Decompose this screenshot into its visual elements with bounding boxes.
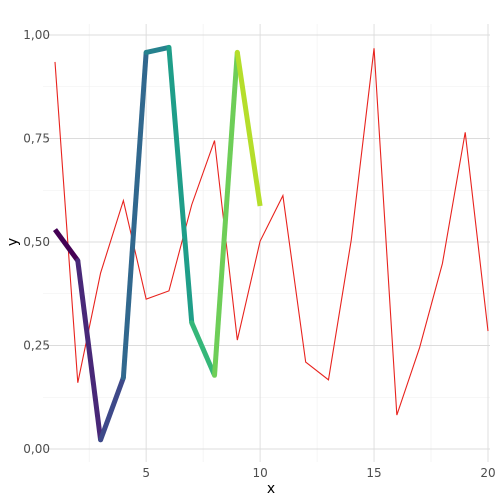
series-lines bbox=[52, 44, 489, 443]
x-tick-label: 5 bbox=[142, 466, 150, 480]
x-axis-label: x bbox=[267, 481, 275, 497]
series-line-thick-segment bbox=[98, 376, 126, 441]
x-tick-label: 10 bbox=[252, 466, 267, 480]
series-line-thick-joint bbox=[166, 44, 172, 50]
series-line-thick-joint bbox=[120, 375, 126, 381]
series-line-thick-joint bbox=[189, 320, 195, 326]
y-axis-label: y bbox=[5, 238, 21, 246]
series-line-thick-joint bbox=[75, 258, 81, 264]
x-tick-label: 15 bbox=[366, 466, 381, 480]
series-line-thick-segment bbox=[120, 52, 149, 378]
y-tick-label: 0,75 bbox=[23, 132, 50, 146]
series-line-thick-segment bbox=[189, 321, 217, 377]
y-tick-label: 0,50 bbox=[23, 235, 50, 249]
series-line-thick-segment bbox=[145, 44, 170, 55]
y-tick-label: 1,00 bbox=[23, 28, 50, 42]
y-tick-label: 0,00 bbox=[23, 442, 50, 456]
grid bbox=[43, 24, 490, 462]
series-line-thick-segment bbox=[75, 260, 104, 441]
series-line-thick-segment bbox=[52, 228, 80, 263]
series-line-thick-joint bbox=[143, 49, 149, 55]
series-line-thick-segment bbox=[212, 52, 240, 376]
tick-labels: 5 10 15 20 0,00 0,25 0,50 0,75 1,00 bbox=[23, 28, 495, 480]
series-line-thick-segment bbox=[166, 47, 195, 323]
series-line-thin bbox=[54, 48, 489, 416]
x-tick-label: 20 bbox=[480, 466, 495, 480]
series-line-thick-joint bbox=[212, 372, 218, 378]
series-line-thick-joint bbox=[98, 437, 104, 443]
series-line-thick-segment bbox=[234, 52, 263, 207]
y-tick-label: 0,25 bbox=[23, 339, 50, 353]
series-line-thick-joint bbox=[234, 49, 240, 55]
